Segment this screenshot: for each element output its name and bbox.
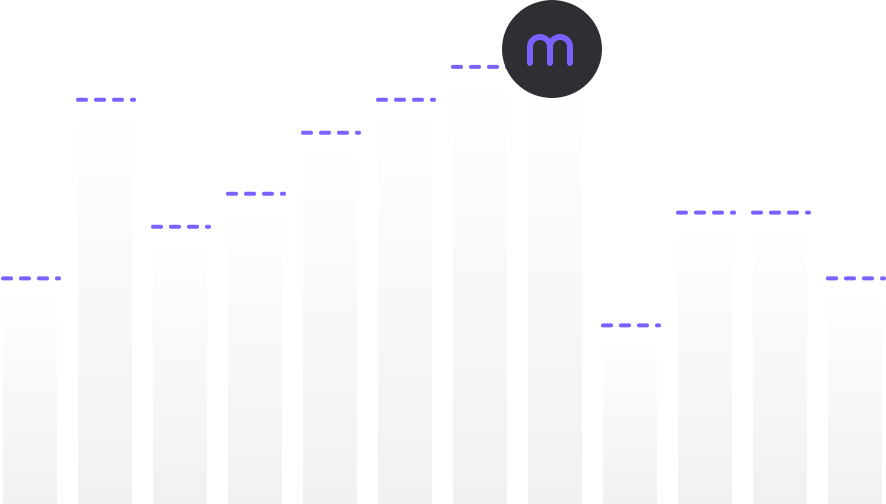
bar-11 [753, 224, 807, 504]
markers-layer [1, 64, 886, 328]
bar-1 [3, 290, 57, 504]
bar-2 [78, 111, 132, 504]
m-logo-icon [527, 34, 573, 66]
bar-4 [228, 205, 282, 504]
logo-badge [502, 0, 602, 98]
bar-10 [678, 224, 732, 504]
bar-12 [828, 290, 882, 504]
bar-7 [453, 78, 507, 504]
bar-6 [378, 111, 432, 504]
bar-9 [603, 337, 657, 504]
bar-5 [303, 144, 357, 504]
bar-3 [153, 238, 207, 504]
bars-layer [3, 78, 882, 504]
bar-8 [528, 78, 582, 504]
